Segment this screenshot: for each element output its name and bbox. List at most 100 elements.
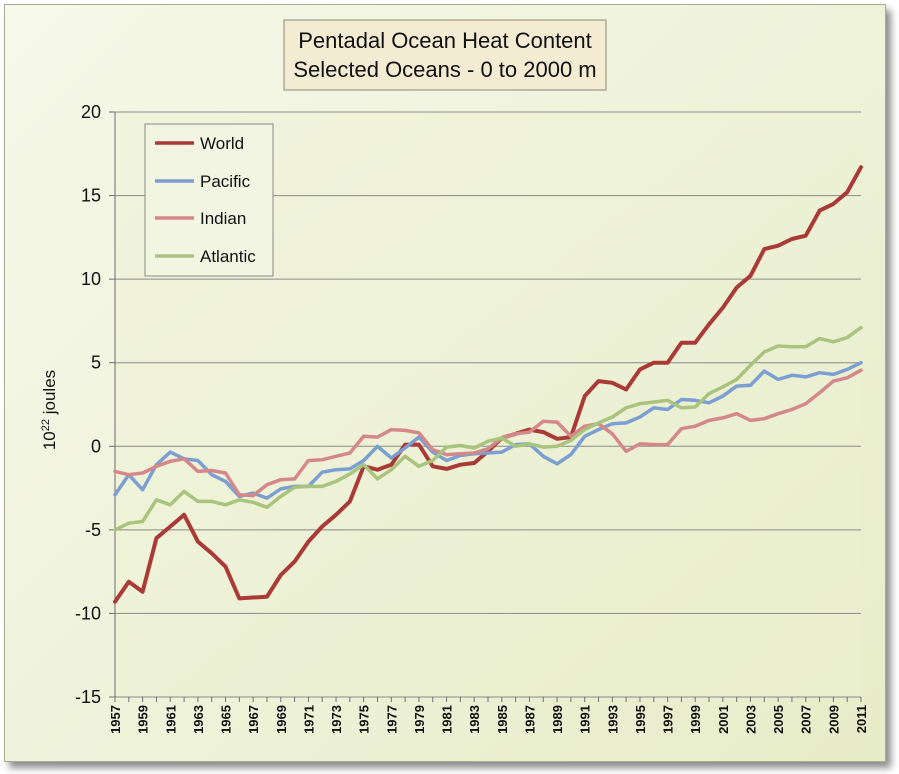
data-point-indian	[472, 451, 476, 455]
data-point-pacific	[845, 367, 849, 371]
data-point-atlantic	[624, 406, 628, 410]
data-point-atlantic	[486, 439, 490, 443]
y-tick-label: 5	[91, 353, 101, 373]
data-point-indian	[210, 469, 214, 472]
data-point-pacific	[597, 428, 600, 432]
data-point-world	[610, 381, 614, 385]
data-point-indian	[831, 379, 835, 383]
data-point-pacific	[265, 496, 269, 500]
data-point-indian	[196, 469, 200, 473]
y-axis-label: 1022 joules	[40, 370, 59, 450]
x-tick-label: 1967	[246, 705, 261, 734]
x-tick-label: 2007	[799, 705, 814, 734]
data-point-pacific	[762, 369, 766, 373]
data-point-atlantic	[348, 472, 352, 476]
y-tick-label: -5	[85, 520, 101, 540]
data-point-indian	[389, 428, 393, 432]
data-point-pacific	[486, 451, 490, 455]
data-point-pacific	[500, 450, 504, 454]
x-tick-label: 1979	[412, 705, 427, 734]
data-point-indian	[320, 458, 324, 462]
data-point-indian	[804, 402, 808, 406]
legend-label-indian: Indian	[200, 209, 246, 228]
data-point-world	[279, 573, 283, 577]
y-tick-label: 0	[91, 436, 101, 456]
x-tick-label: 1973	[329, 705, 344, 734]
data-point-pacific	[376, 444, 379, 448]
data-point-pacific	[334, 468, 338, 472]
data-point-indian	[182, 457, 186, 461]
data-point-indian	[306, 459, 310, 462]
data-point-world	[776, 244, 780, 248]
data-point-indian	[569, 434, 573, 438]
data-point-world	[113, 600, 117, 604]
data-point-indian	[541, 419, 545, 423]
data-point-world	[306, 540, 310, 544]
x-tick-label: 1959	[136, 705, 151, 734]
data-point-atlantic	[458, 444, 462, 447]
data-point-indian	[251, 494, 255, 498]
x-tick-label: 2011	[854, 705, 869, 733]
data-point-world	[417, 443, 421, 447]
data-point-pacific	[210, 473, 214, 477]
data-point-atlantic	[818, 337, 822, 340]
x-tick-label: 1961	[163, 705, 178, 734]
data-point-atlantic	[154, 498, 158, 502]
data-point-pacific	[859, 361, 863, 365]
data-point-world	[790, 237, 794, 241]
legend-label-world: World	[200, 134, 244, 153]
data-point-atlantic	[251, 500, 255, 504]
data-point-pacific	[348, 467, 352, 471]
data-point-world	[168, 525, 172, 528]
data-point-atlantic	[445, 445, 449, 449]
x-tick-label: 1993	[605, 705, 620, 734]
data-point-atlantic	[389, 468, 393, 472]
data-point-world	[182, 513, 186, 517]
data-point-world	[749, 274, 752, 278]
data-point-indian	[376, 435, 379, 439]
data-point-indian	[486, 447, 490, 451]
data-point-world	[237, 596, 241, 600]
data-point-indian	[265, 483, 269, 487]
data-point-pacific	[389, 456, 393, 460]
x-tick-label: 2005	[771, 705, 786, 734]
data-point-atlantic	[224, 503, 227, 507]
data-point-atlantic	[638, 402, 642, 406]
data-point-world	[666, 361, 670, 365]
series-layer	[113, 165, 863, 604]
data-point-indian	[721, 416, 725, 420]
data-point-atlantic	[265, 505, 269, 509]
data-point-world	[265, 595, 269, 599]
legend-label-atlantic: Atlantic	[200, 247, 256, 266]
data-point-world	[721, 306, 725, 310]
data-point-world	[196, 540, 200, 544]
data-point-pacific	[721, 394, 725, 398]
data-point-indian	[168, 459, 172, 463]
data-point-atlantic	[127, 521, 131, 525]
data-point-world	[472, 461, 476, 465]
data-point-atlantic	[555, 444, 559, 448]
data-point-world	[376, 468, 379, 472]
data-point-atlantic	[403, 454, 407, 458]
data-point-indian	[610, 432, 614, 436]
data-point-indian	[679, 427, 683, 431]
data-point-indian	[362, 434, 366, 438]
data-point-indian	[514, 432, 518, 436]
data-point-atlantic	[666, 398, 670, 402]
data-point-world	[859, 165, 863, 169]
x-tick-label: 1971	[301, 705, 316, 734]
data-point-pacific	[279, 487, 283, 491]
x-tick-label: 2009	[826, 705, 841, 734]
data-point-atlantic	[749, 363, 752, 367]
data-point-world	[762, 247, 766, 251]
data-point-pacific	[624, 421, 628, 425]
data-point-pacific	[776, 377, 780, 381]
chart-svg: -15 -10 -5 0 5 10 15 20 1957 1959 1961 1963 1965 196…	[40, 19, 869, 734]
data-point-indian	[445, 453, 449, 457]
data-point-atlantic	[583, 428, 587, 432]
data-point-atlantic	[376, 477, 379, 481]
title-box	[283, 19, 607, 91]
data-point-indian	[348, 451, 352, 455]
data-point-atlantic	[514, 444, 518, 448]
data-point-pacific	[693, 398, 697, 402]
